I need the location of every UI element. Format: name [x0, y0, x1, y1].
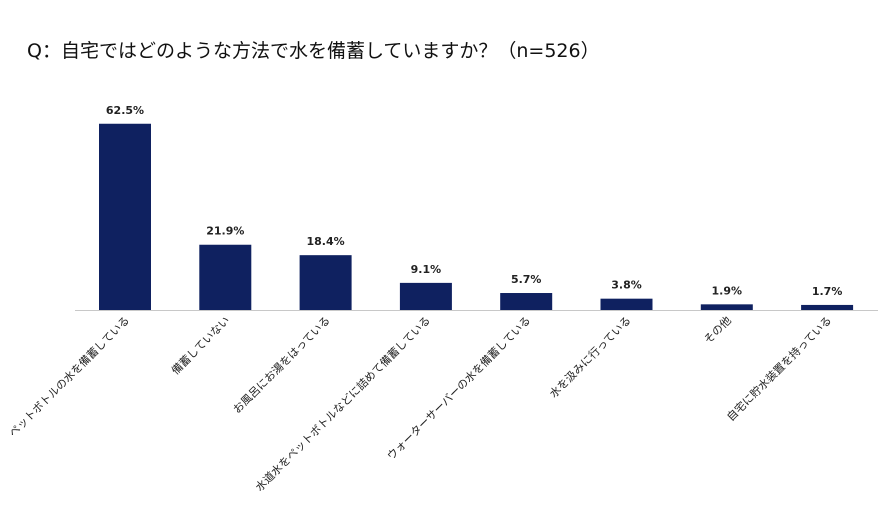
data-label: 3.8% [611, 279, 642, 292]
category-label: その他 [701, 314, 734, 347]
category-label: 水を汲みに行っている [547, 314, 634, 401]
bar [399, 282, 452, 310]
category-label: 自宅に貯水装置を持っている [724, 313, 835, 424]
bar [700, 304, 753, 310]
category-label: 備蓄していない [169, 314, 232, 377]
category-label: お風呂にお湯をはっている [231, 314, 333, 416]
bar [600, 298, 653, 310]
bar [500, 293, 553, 310]
category-label: 水道水をペットボトルなどに詰めて備蓄している [252, 313, 433, 494]
chart-title: Q：自宅ではどのような方法で水を備蓄していますか？（n=526） [27, 40, 600, 62]
bar [299, 255, 352, 310]
data-label: 1.7% [812, 285, 843, 298]
data-label: 21.9% [206, 225, 244, 238]
data-label: 9.1% [411, 263, 442, 276]
bar [99, 123, 151, 310]
data-label: 1.9% [712, 284, 743, 297]
category-label: ペットボトルの水を備蓄している [6, 314, 132, 440]
bar [199, 244, 252, 310]
data-label: 5.7% [511, 273, 542, 286]
bar [801, 304, 854, 310]
data-label: 18.4% [307, 235, 345, 248]
data-label: 62.5% [106, 104, 144, 117]
